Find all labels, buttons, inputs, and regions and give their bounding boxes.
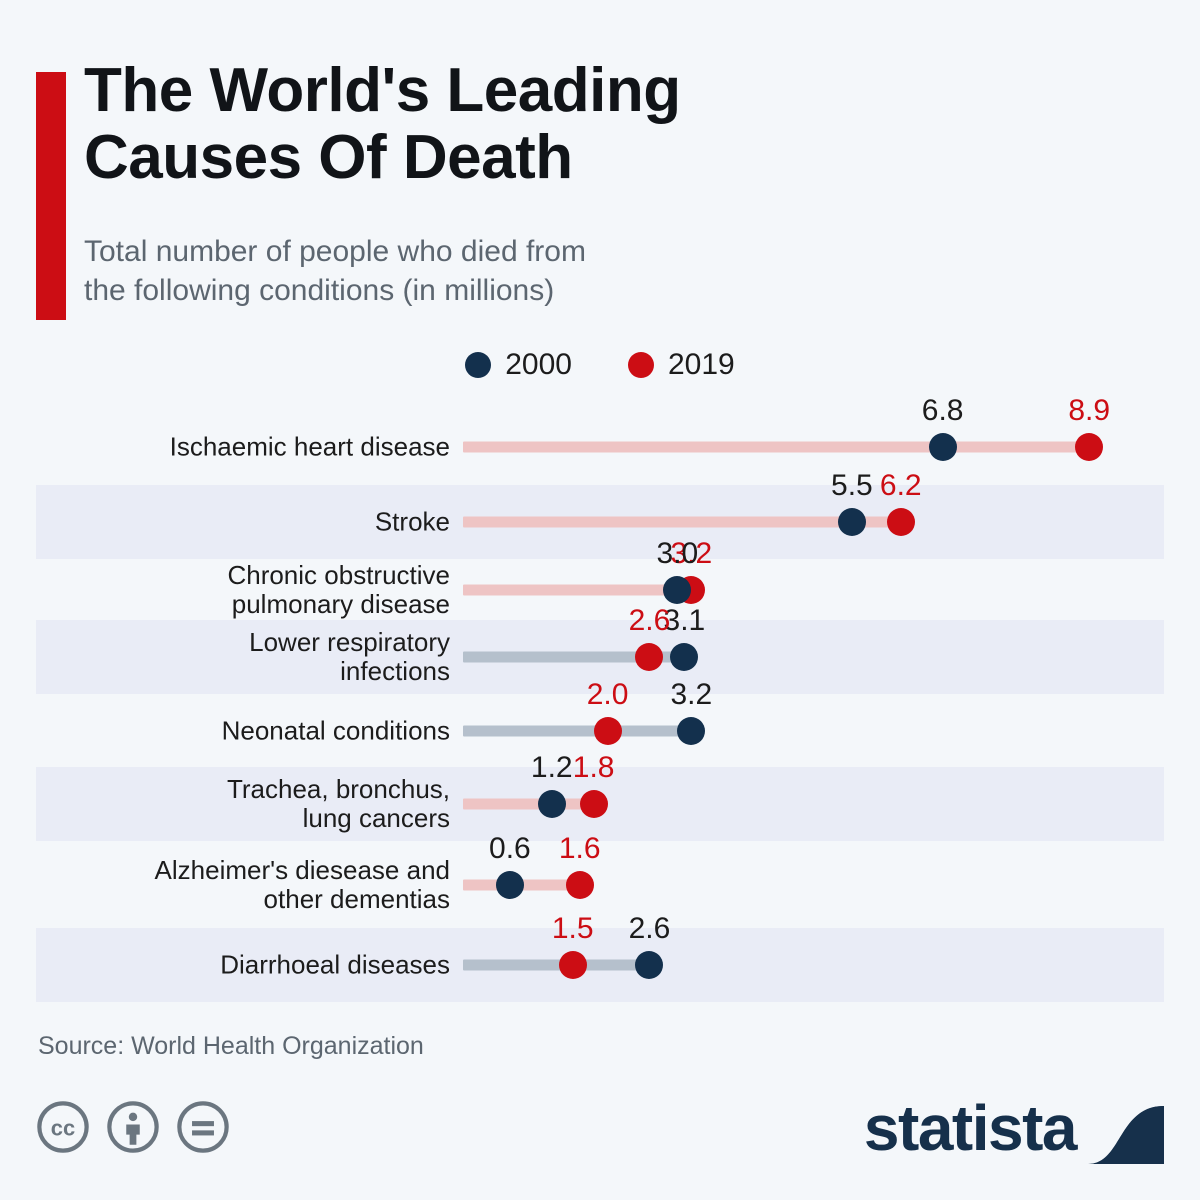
svg-text:cc: cc [51,1115,75,1140]
chart-row: Diarrhoeal diseases 2.6 1.5 [0,914,1200,1002]
value-label-2000: 2.6 [628,912,671,945]
data-point-2000[interactable] [677,716,706,745]
data-point-2000[interactable] [635,951,664,979]
source-note: Source: World Health Organization [38,1032,424,1060]
circle-dot-icon [628,352,654,378]
value-label-2000: 3.2 [670,677,713,711]
chart-row: Neonatal conditions 3.2 2.0 [0,679,1200,767]
creative-commons-icons: cc [36,1100,230,1154]
connector-line [463,725,692,736]
value-label-2019: 3.2 [670,536,713,570]
data-point-2019[interactable] [886,508,915,536]
data-point-2000[interactable] [837,508,866,536]
row-label: Diarrhoeal diseases [220,949,450,980]
chart-row: Ischaemic heart disease 8.9 6.8 [0,395,1200,485]
value-label-2000: 5.5 [831,469,873,502]
data-point-2019[interactable] [635,643,664,671]
chart-row: Stroke 6.2 5.5 [0,471,1200,559]
connector-line [463,584,692,595]
legend-item-2000[interactable]: 2000 [465,348,572,382]
connector-line [463,651,685,663]
infographic-header: The World's Leading Causes Of Death Tota… [0,0,1200,330]
value-label-2019: 1.6 [558,831,601,865]
data-point-2000[interactable] [670,643,699,671]
data-point-2019[interactable] [579,790,608,818]
value-label-2000: 3.1 [663,604,706,637]
data-point-2000[interactable] [495,870,524,899]
value-label-2000: 0.6 [489,831,531,865]
value-label-2000: 3.0 [656,536,699,570]
legend-label-2019: 2019 [668,348,735,381]
value-label-2000: 1.2 [530,751,573,784]
value-label-2019: 1.8 [572,751,615,784]
connector-line [463,516,901,528]
row-label: Lower respiratory infections [249,626,450,686]
title-accent-bar [36,72,66,320]
row-label: Alzheimer's diesease and other dementias [154,854,450,914]
data-point-2019[interactable] [593,716,622,745]
statista-logo[interactable]: statista [864,1092,1164,1164]
chart-row: Trachea, bronchus, lung cancers 1.8 1.2 [0,753,1200,841]
data-point-2000[interactable] [663,575,692,604]
row-label: Neonatal conditions [221,714,450,745]
data-point-2019[interactable] [558,951,587,979]
value-label-2019: 1.5 [551,912,594,945]
statista-mark-icon [1088,1092,1164,1164]
connector-line [463,441,1090,452]
row-label: Stroke [374,506,450,537]
value-label-2019: 2.0 [586,677,629,711]
dumbbell-chart: Ischaemic heart disease 8.9 6.8 Stroke 6.2 5.… [0,395,1200,1008]
cc-nd-no-derivatives-icon[interactable] [176,1100,230,1154]
row-label: Trachea, bronchus, lung cancers [226,773,450,833]
data-point-2000[interactable] [537,790,566,818]
statista-wordmark: statista [863,1092,1078,1164]
chart-legend: 2000 2019 [0,348,1200,382]
data-point-2019[interactable] [565,870,594,899]
connector-line [463,798,594,810]
chart-row: Chronic obstructive pulmonary disease 3.2… [0,538,1200,620]
value-label-2019: 2.6 [628,604,671,637]
circle-dot-icon [465,352,492,378]
value-label-2019: 6.2 [879,469,922,502]
data-point-2019[interactable] [1075,432,1104,461]
chart-row: Alzheimer's diesease and other dementias… [0,833,1200,928]
legend-label-2000: 2000 [505,348,572,381]
data-point-2000[interactable] [928,432,957,461]
row-label: Ischaemic heart disease [169,430,450,461]
row-label: Chronic obstructive pulmonary disease [227,559,450,619]
value-label-2019: 8.9 [1068,393,1111,427]
page-subtitle: Total number of people who died from the… [84,235,586,307]
page-title: The World's Leading Causes Of Death [84,56,681,192]
chart-row: Lower respiratory infections 3.1 2.6 [0,606,1200,694]
cc-by-attribution-icon[interactable] [106,1100,160,1154]
cc-icon[interactable]: cc [36,1100,90,1154]
connector-line [463,959,650,971]
value-label-2000: 6.8 [921,393,964,427]
legend-item-2019[interactable]: 2019 [628,348,735,382]
